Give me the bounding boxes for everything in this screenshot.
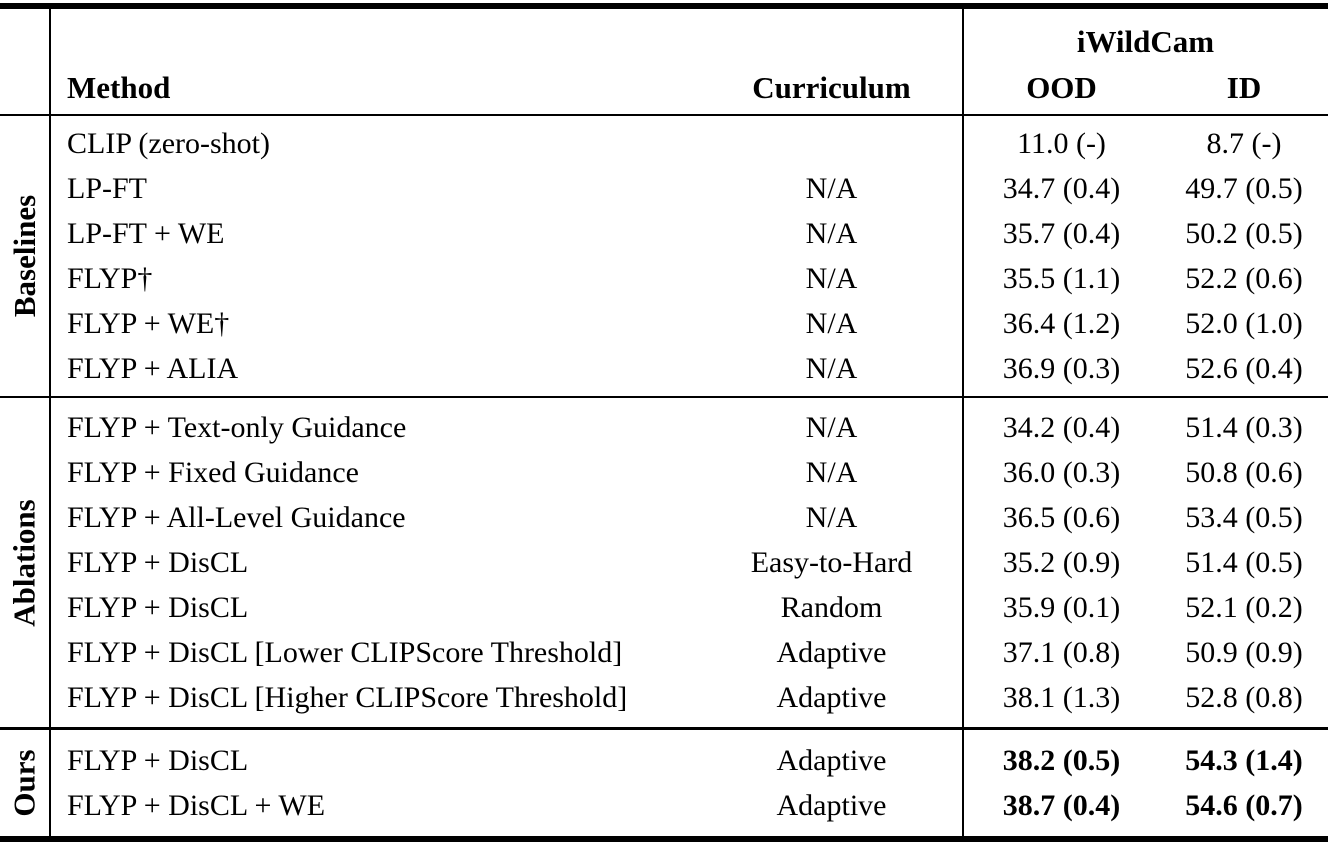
ood-value: 37.1 (0.8) [1002, 635, 1121, 669]
id-value: 49.7 (0.5) [1185, 171, 1303, 205]
id-value: 52.0 (1.0) [1185, 306, 1303, 340]
row-group-label: Ours [7, 749, 42, 817]
id-value: 50.8 (0.6) [1185, 455, 1303, 489]
method-cell: FLYP + DisCL [Higher CLIPScore Threshold… [67, 680, 628, 714]
method-cell: FLYP† [67, 261, 153, 295]
method-cell: FLYP + DisCL + WE [67, 788, 326, 822]
method-cell: FLYP + ALIA [67, 351, 239, 385]
ood-value: 36.5 (0.6) [1002, 500, 1121, 534]
ood-column-header: OOD [1026, 69, 1097, 105]
curriculum-cell: N/A [805, 261, 858, 295]
section-rows: FLYP + DisCL Adaptive 38.2 (0.5) 54.3 (1.4)… [50, 730, 1328, 836]
table-header: iWildCam Method Curriculum OOD ID [50, 9, 1328, 114]
id-value: 52.6 (0.4) [1185, 351, 1303, 385]
section-rows: CLIP (zero-shot) 11.0 (-) 8.7 (-) LP-FT N/A 3… [50, 116, 1328, 396]
table-row: FLYP + DisCL + WE Adaptive 38.7 (0.4) 54.6 … [50, 783, 1328, 828]
ood-value: 35.5 (1.1) [1002, 261, 1121, 295]
table-row: FLYP† N/A 35.5 (1.1) 52.2 (0.6) [50, 256, 1328, 301]
header-rule [0, 114, 1328, 116]
curriculum-cell: N/A [805, 500, 858, 534]
ood-value: 36.9 (0.3) [1002, 351, 1121, 385]
curriculum-cell: Adaptive [776, 635, 887, 669]
curriculum-cell: N/A [805, 351, 858, 385]
ood-value: 38.2 (0.5) [1002, 743, 1121, 777]
table-row: FLYP + Fixed Guidance N/A 36.0 (0.3) 50.8 (… [50, 450, 1328, 495]
row-group-label: Baselines [7, 194, 43, 318]
section-ours: Ours FLYP + DisCL Adaptive 38.2 (0.5) 54.3 (… [0, 727, 1328, 836]
method-cell: FLYP + DisCL [67, 590, 249, 624]
method-cell: FLYP + All-Level Guidance [67, 500, 406, 534]
curriculum-cell: N/A [805, 306, 858, 340]
method-cell: FLYP + Text-only Guidance [67, 410, 407, 444]
id-value: 54.6 (0.7) [1185, 788, 1303, 822]
curriculum-cell: N/A [805, 216, 858, 250]
ood-value: 38.1 (1.3) [1002, 680, 1121, 714]
curriculum-cell: Adaptive [776, 788, 887, 822]
id-value: 52.1 (0.2) [1185, 590, 1303, 624]
section-ablations: Ablations FLYP + Text-only Guidance N/A 34.… [0, 396, 1328, 727]
id-value: 52.8 (0.8) [1185, 680, 1303, 714]
ood-value: 34.7 (0.4) [1002, 171, 1121, 205]
dataset-group-header: iWildCam [1076, 24, 1215, 59]
id-column-header: ID [1226, 69, 1262, 105]
left-vertical-rule [49, 9, 51, 841]
method-cell: FLYP + WE† [67, 306, 230, 340]
method-cell: CLIP (zero-shot) [67, 126, 270, 160]
curriculum-column-header: Curriculum [752, 69, 911, 105]
curriculum-cell: Adaptive [776, 743, 887, 777]
ood-value: 38.7 (0.4) [1002, 788, 1121, 822]
id-value: 54.3 (1.4) [1185, 743, 1303, 777]
method-column-header: Method [67, 69, 171, 105]
section-rows: FLYP + Text-only Guidance N/A 34.2 (0.4) 51… [50, 398, 1328, 727]
id-value: 51.4 (0.5) [1185, 545, 1303, 579]
id-value: 52.2 (0.6) [1185, 261, 1303, 295]
method-cell: FLYP + DisCL [67, 743, 249, 777]
method-cell: FLYP + DisCL [67, 545, 249, 579]
bottom-rule [0, 836, 1328, 842]
curriculum-cell: Easy-to-Hard [750, 545, 913, 579]
ood-value: 34.2 (0.4) [1002, 410, 1121, 444]
curriculum-cell: N/A [805, 171, 858, 205]
table-row: FLYP + DisCL Easy-to-Hard 35.2 (0.9) 51.4 (… [50, 540, 1328, 585]
curriculum-cell: Adaptive [776, 680, 887, 714]
ood-value: 11.0 (-) [1017, 126, 1106, 160]
ood-value: 35.7 (0.4) [1002, 216, 1121, 250]
table-row: FLYP + All-Level Guidance N/A 36.5 (0.6) 53… [50, 495, 1328, 540]
id-value: 50.2 (0.5) [1185, 216, 1303, 250]
method-cell: LP-FT + WE [67, 216, 225, 250]
table-row: CLIP (zero-shot) 11.0 (-) 8.7 (-) [50, 121, 1328, 166]
id-value: 51.4 (0.3) [1185, 410, 1303, 444]
column-divider-rule [962, 9, 964, 841]
method-cell: LP-FT [67, 171, 148, 205]
ood-value: 35.9 (0.1) [1002, 590, 1121, 624]
curriculum-cell: Random [780, 590, 883, 624]
table-row: FLYP + WE† N/A 36.4 (1.2) 52.0 (1.0) [50, 301, 1328, 346]
table-row: FLYP + DisCL [Lower CLIPScore Threshold]… [50, 630, 1328, 675]
id-value: 53.4 (0.5) [1185, 500, 1303, 534]
id-value: 50.9 (0.9) [1185, 635, 1303, 669]
section-baselines: Baselines CLIP (zero-shot) 11.0 (-) 8.7 (-)… [0, 116, 1328, 396]
row-group-label: Ablations [7, 498, 43, 627]
table-row: FLYP + DisCL Adaptive 38.2 (0.5) 54.3 (1.4) [50, 738, 1328, 783]
method-cell: FLYP + DisCL [Lower CLIPScore Threshold] [67, 635, 623, 669]
curriculum-cell: N/A [805, 455, 858, 489]
table-row: FLYP + Text-only Guidance N/A 34.2 (0.4) 51… [50, 405, 1328, 450]
table-row: LP-FT + WE N/A 35.7 (0.4) 50.2 (0.5) [50, 211, 1328, 256]
id-value: 8.7 (-) [1206, 126, 1282, 160]
ood-value: 35.2 (0.9) [1002, 545, 1121, 579]
row-group-label-cell: Baselines [0, 116, 50, 396]
table-row: FLYP + ALIA N/A 36.9 (0.3) 52.6 (0.4) [50, 346, 1328, 391]
ood-value: 36.0 (0.3) [1002, 455, 1121, 489]
method-cell: FLYP + Fixed Guidance [67, 455, 359, 489]
top-rule [0, 3, 1328, 9]
table-row: FLYP + DisCL Random 35.9 (0.1) 52.1 (0.2) [50, 585, 1328, 630]
table-row: LP-FT N/A 34.7 (0.4) 49.7 (0.5) [50, 166, 1328, 211]
ood-value: 36.4 (1.2) [1002, 306, 1121, 340]
curriculum-cell: N/A [805, 410, 858, 444]
row-group-label-cell: Ablations [0, 398, 50, 727]
table-row: FLYP + DisCL [Higher CLIPScore Threshold… [50, 675, 1328, 720]
table-body: Baselines CLIP (zero-shot) 11.0 (-) 8.7 (-)… [0, 116, 1328, 836]
row-group-label-cell: Ours [0, 730, 50, 836]
